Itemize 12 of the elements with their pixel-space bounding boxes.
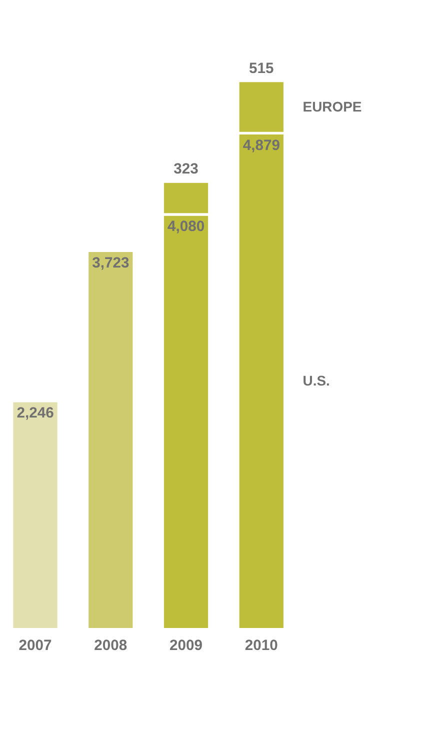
data-label: 3,723: [92, 255, 130, 272]
data-label: 2,246: [16, 405, 54, 422]
data-label: 4,080: [167, 219, 205, 236]
data-label: 4,879: [242, 138, 280, 154]
series-label: EUROPE: [302, 98, 362, 114]
x-tick-label: 2010: [244, 638, 278, 654]
data-label: 323: [174, 162, 198, 178]
series-label: U.S.: [302, 372, 330, 389]
x-tick-label: 2009: [170, 638, 203, 654]
x-tick-label: 2008: [94, 638, 128, 654]
x-tick-label: 2007: [18, 638, 52, 654]
data-label: 515: [249, 60, 274, 77]
